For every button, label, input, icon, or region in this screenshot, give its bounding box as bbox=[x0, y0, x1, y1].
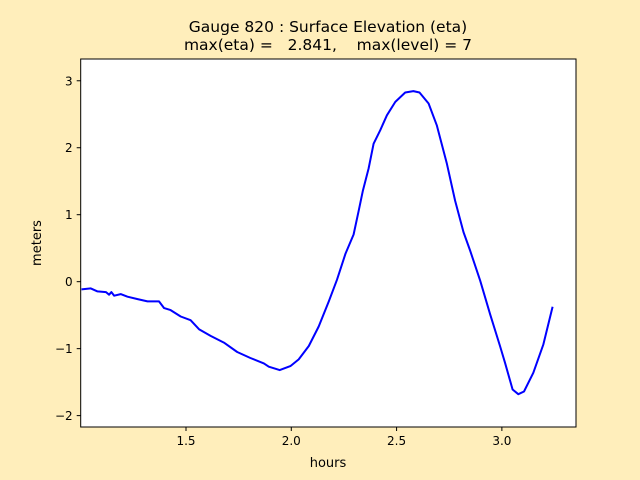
x-tick-label: 2.0 bbox=[282, 434, 301, 448]
y-tick-label: 2 bbox=[65, 141, 73, 155]
y-tick-label: −2 bbox=[55, 409, 73, 423]
y-axis-label: meters bbox=[30, 220, 45, 266]
chart-subtitle: max(eta) = 2.841, max(level) = 7 bbox=[184, 36, 472, 54]
y-tick-label: 3 bbox=[65, 74, 73, 88]
y-tick-label: 0 bbox=[65, 275, 73, 289]
x-tick-label: 2.5 bbox=[387, 434, 406, 448]
x-tick-label: 3.0 bbox=[492, 434, 511, 448]
plot-frame bbox=[80, 58, 577, 428]
x-tick-label: 1.5 bbox=[176, 434, 195, 448]
y-tick-label: 1 bbox=[65, 208, 73, 222]
series-line-eta bbox=[81, 90, 554, 396]
chart-title: Gauge 820 : Surface Elevation (eta) bbox=[189, 18, 467, 36]
plot-area bbox=[80, 59, 576, 427]
x-axis-label: hours bbox=[310, 456, 347, 471]
y-tick-label: −1 bbox=[55, 342, 73, 356]
